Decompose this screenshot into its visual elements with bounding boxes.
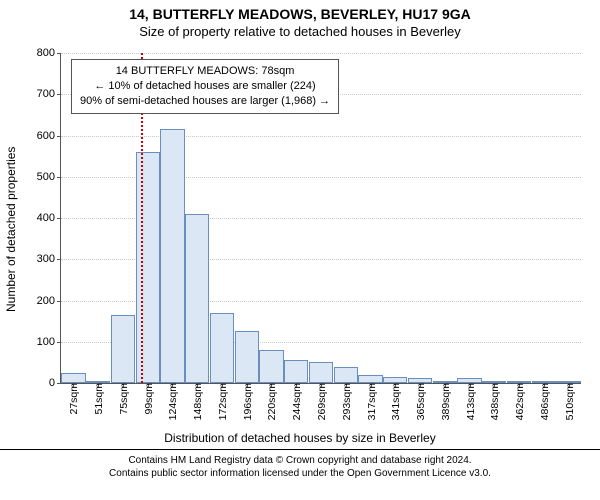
y-tick-label: 300: [37, 253, 61, 265]
histogram-bar: [334, 367, 358, 383]
annotation-line: ← 10% of detached houses are smaller (22…: [80, 79, 330, 94]
histogram-bar: [111, 315, 135, 383]
x-tick-label: 27sqm: [66, 383, 80, 415]
footer-line-1: Contains HM Land Registry data © Crown c…: [0, 454, 600, 467]
annotation-line: 90% of semi-detached houses are larger (…: [80, 94, 330, 109]
x-tick-label: 341sqm: [388, 383, 402, 420]
x-tick-label: 172sqm: [215, 383, 229, 420]
histogram-bar: [61, 373, 85, 383]
y-tick-label: 100: [37, 336, 61, 348]
x-tick-label: 269sqm: [314, 383, 328, 420]
x-tick-label: 486sqm: [537, 383, 551, 420]
page-title: 14, BUTTERFLY MEADOWS, BEVERLEY, HU17 9G…: [0, 6, 600, 22]
grid-line: [61, 136, 581, 137]
plot-area: 010020030040050060070080027sqm51sqm75sqm…: [60, 53, 581, 384]
attribution-footer: Contains HM Land Registry data © Crown c…: [0, 449, 600, 482]
histogram-bar: [309, 362, 333, 383]
x-tick-label: 462sqm: [512, 383, 526, 420]
x-tick-label: 413sqm: [463, 383, 477, 420]
x-tick-label: 317sqm: [364, 383, 378, 420]
y-tick-label: 600: [37, 130, 61, 142]
grid-line: [61, 53, 581, 54]
y-tick-label: 0: [49, 377, 61, 389]
x-tick-label: 75sqm: [116, 383, 130, 415]
x-tick-label: 365sqm: [413, 383, 427, 420]
footer-line-2: Contains public sector information licen…: [0, 467, 600, 480]
x-tick-label: 510sqm: [562, 383, 576, 420]
histogram-bar: [160, 129, 184, 383]
x-tick-label: 51sqm: [91, 383, 105, 415]
chart-container: Number of detached properties 0100200300…: [0, 39, 600, 449]
histogram-bar: [210, 313, 234, 383]
x-tick-label: 99sqm: [141, 383, 155, 415]
histogram-bar: [259, 350, 283, 383]
annotation-line: 14 BUTTERFLY MEADOWS: 78sqm: [80, 64, 330, 79]
histogram-bar: [185, 214, 209, 383]
y-axis-label: Number of detached properties: [4, 147, 18, 312]
histogram-bar: [358, 375, 382, 383]
x-tick-label: 389sqm: [438, 383, 452, 420]
x-tick-label: 196sqm: [240, 383, 254, 420]
histogram-bar: [235, 331, 259, 383]
y-tick-label: 800: [37, 47, 61, 59]
x-tick-label: 220sqm: [264, 383, 278, 420]
y-tick-label: 200: [37, 295, 61, 307]
page-subtitle: Size of property relative to detached ho…: [0, 24, 600, 39]
x-tick-label: 124sqm: [165, 383, 179, 420]
x-tick-label: 148sqm: [190, 383, 204, 420]
y-tick-label: 700: [37, 88, 61, 100]
y-tick-label: 500: [37, 171, 61, 183]
x-tick-label: 244sqm: [289, 383, 303, 420]
x-tick-label: 293sqm: [339, 383, 353, 420]
y-tick-label: 400: [37, 212, 61, 224]
annotation-box: 14 BUTTERFLY MEADOWS: 78sqm← 10% of deta…: [71, 59, 339, 114]
x-axis-label: Distribution of detached houses by size …: [0, 431, 600, 445]
histogram-bar: [284, 360, 308, 383]
histogram-bar: [136, 152, 160, 383]
x-tick-label: 438sqm: [487, 383, 501, 420]
